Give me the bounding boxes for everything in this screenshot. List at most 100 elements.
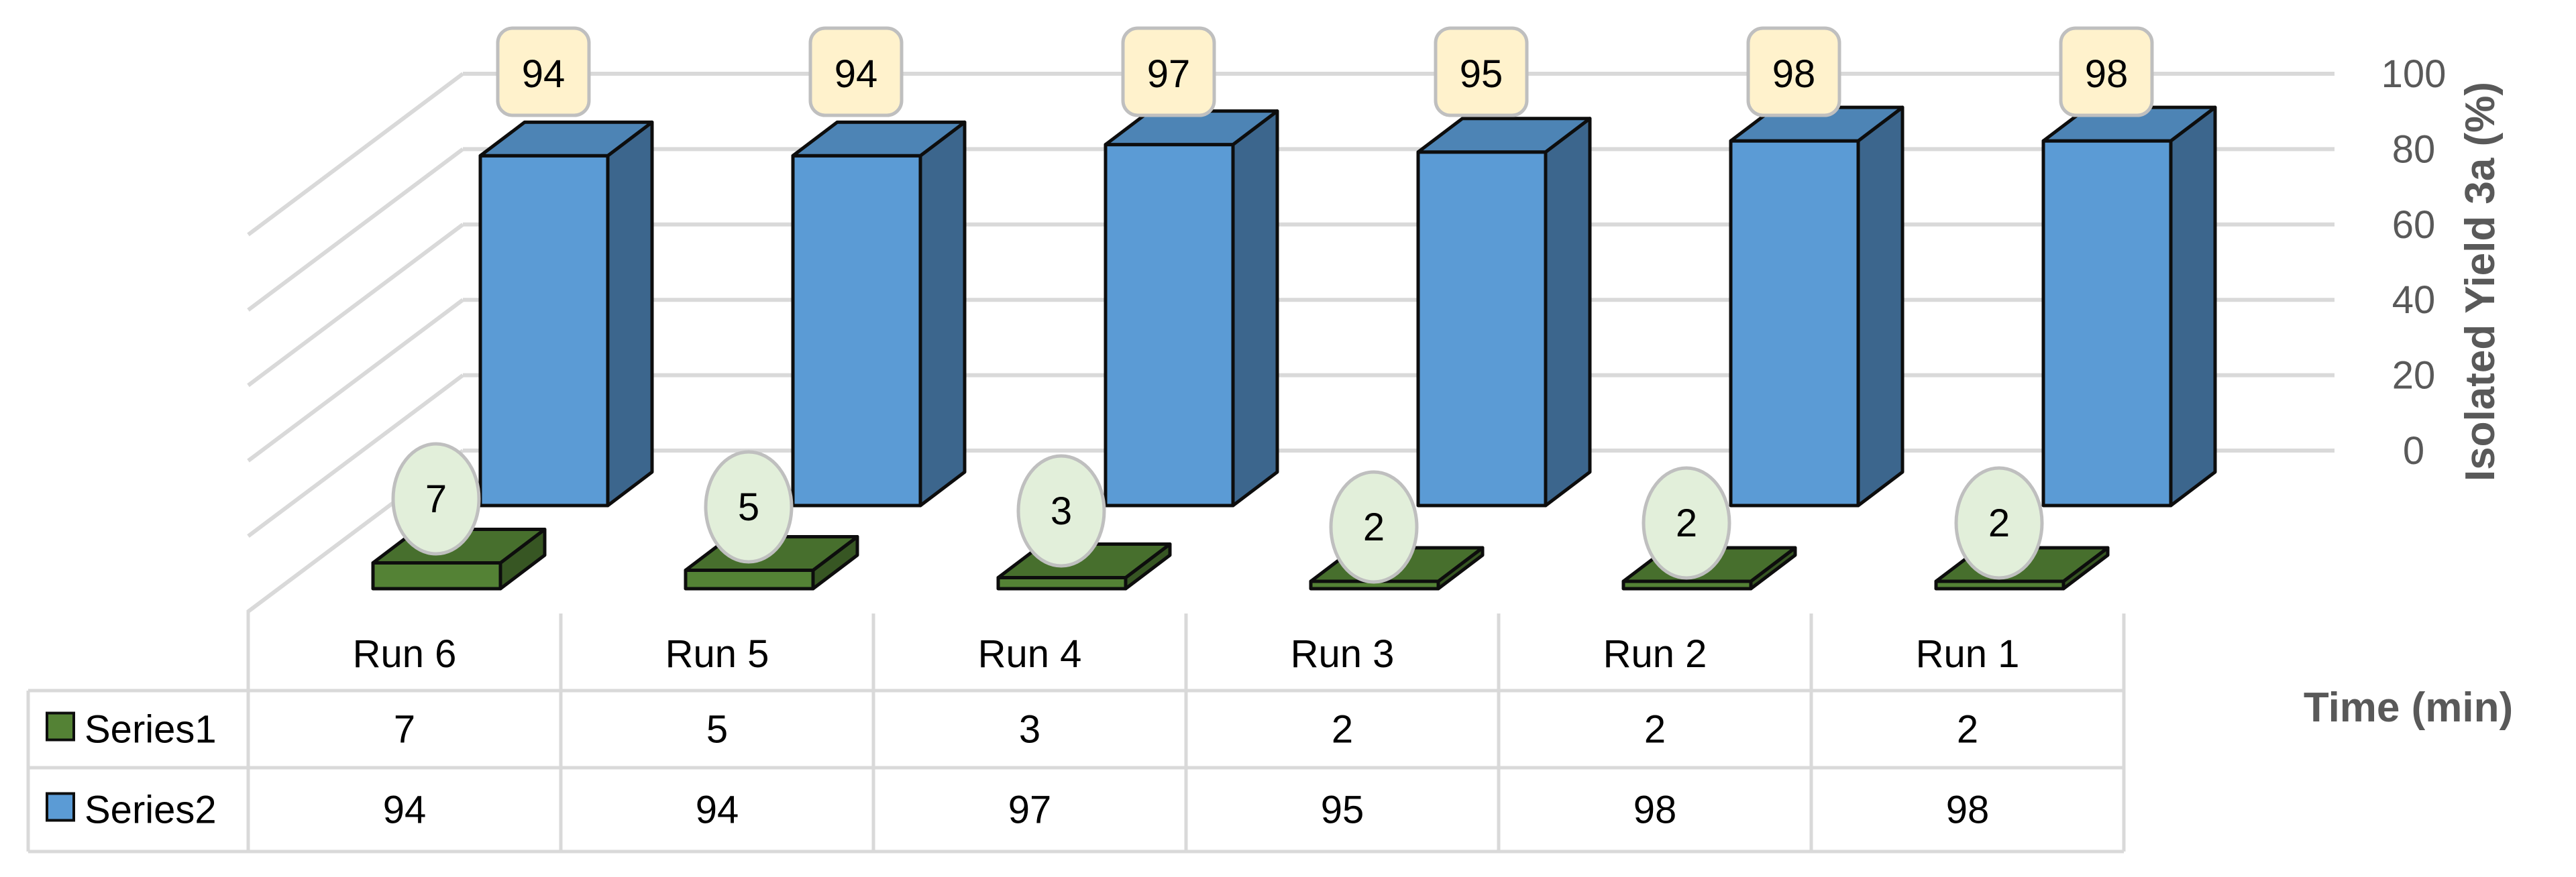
table-cell-value: 2 — [1644, 708, 1666, 752]
bar-side — [2169, 105, 2217, 508]
data-table: Run 6 Run 5 Run 4 Run 3 Run 2 Run 1 Series1 7 5 3… — [26, 613, 2126, 854]
side-wall-line — [247, 223, 464, 388]
data-label-series2: 97 — [1121, 26, 1216, 117]
data-label-text: 2 — [1363, 506, 1385, 549]
data-label-series1: 3 — [1016, 454, 1106, 568]
table-category-label: Run 6 — [353, 632, 457, 676]
bars — [371, 105, 2217, 591]
data-label-series2: 98 — [2059, 26, 2154, 117]
table-category-label: Run 1 — [1916, 632, 2020, 676]
table-category-label: Run 2 — [1603, 632, 1707, 676]
y-tick-label: 80 — [2392, 127, 2436, 171]
data-label-text: 2 — [1988, 502, 2010, 545]
side-wall-line — [247, 147, 464, 312]
bar-side — [606, 120, 654, 508]
data-label-series2: 95 — [1434, 26, 1529, 117]
bar-side — [1231, 109, 1279, 508]
data-label-ellipse — [704, 450, 794, 564]
data-label-text: 98 — [2085, 52, 2129, 96]
bar-front — [1416, 150, 1548, 508]
legend-series-name: Series1 — [85, 708, 217, 752]
y-axis-title: Isolated Yield 3a (%) — [2457, 82, 2504, 481]
bar-front — [1104, 143, 1235, 508]
data-label-text: 2 — [1676, 502, 1697, 545]
table-category-label: Run 3 — [1291, 632, 1395, 676]
x-axis-title: Time (min) — [2304, 685, 2513, 731]
data-label-text: 3 — [1051, 489, 1072, 533]
side-wall-line — [247, 298, 464, 463]
table-category-label: Run 5 — [665, 632, 769, 676]
bar-series2-2 — [791, 120, 967, 508]
side-wall-line — [247, 72, 464, 237]
table-cell-value: 97 — [1008, 788, 1052, 832]
bar-series2-4 — [1416, 117, 1592, 508]
bar-top — [1416, 117, 1592, 154]
data-label-series2: 94 — [496, 26, 591, 117]
data-label-series1: 7 — [391, 442, 481, 556]
side-wall-line — [247, 373, 464, 538]
table-cell-value: 3 — [1019, 708, 1040, 752]
data-label-text: 98 — [1772, 52, 1816, 96]
data-label-text: 97 — [1147, 52, 1191, 96]
table-category-label: Run 4 — [978, 632, 1082, 676]
data-label-series2: 98 — [1746, 26, 1841, 117]
bar-top — [478, 120, 654, 158]
data-label-series1: 2 — [1329, 470, 1419, 584]
bar-series2-5 — [1729, 105, 1904, 508]
bar-series2-3 — [1104, 109, 1279, 508]
y-tick-label: 20 — [2392, 354, 2436, 398]
bar-front — [684, 569, 815, 591]
table-cell-value: 2 — [1332, 708, 1353, 752]
data-label-ellipse — [1642, 466, 1731, 580]
table-cell-value: 98 — [1946, 788, 1990, 832]
legend-key-swatch — [46, 711, 75, 742]
bar-series2-6 — [2041, 105, 2217, 508]
chart-walls — [246, 72, 464, 850]
y-tick-label: 100 — [2381, 52, 2447, 96]
bar-side — [1856, 105, 1904, 508]
data-label-box — [2059, 26, 2154, 117]
y-tick-label: 60 — [2392, 203, 2436, 247]
table-cell-value: 98 — [1633, 788, 1677, 832]
y-tick-label: 40 — [2392, 278, 2436, 322]
data-label-series1: 5 — [704, 450, 794, 564]
data-label-ellipse — [391, 442, 481, 556]
data-label-text: 5 — [738, 485, 759, 529]
table-cell-value: 95 — [1321, 788, 1364, 832]
data-label-box — [1121, 26, 1216, 117]
table-cell-value: 94 — [383, 788, 427, 832]
data-label-text: 7 — [425, 477, 447, 521]
bar-front — [478, 154, 610, 508]
table-cell-value: 94 — [696, 788, 739, 832]
data-labels: 94 94 97 95 98 98 7 5 3 2 2 2 — [391, 26, 2154, 584]
data-label-text: 95 — [1460, 52, 1503, 96]
gridlines — [463, 72, 2334, 453]
data-label-series2: 94 — [808, 26, 904, 117]
bar-front — [791, 154, 922, 508]
bar-side — [918, 120, 967, 508]
data-label-box — [808, 26, 904, 117]
bar-top — [1104, 109, 1279, 147]
data-label-series1: 2 — [1954, 466, 2044, 580]
data-label-text: 94 — [835, 52, 878, 96]
bar-side — [1544, 117, 1592, 508]
data-label-text: 94 — [522, 52, 566, 96]
bar-front — [1729, 139, 1860, 508]
data-label-series1: 2 — [1642, 466, 1731, 580]
data-label-ellipse — [1016, 454, 1106, 568]
bar-front — [2041, 139, 2173, 508]
data-label-box — [1434, 26, 1529, 117]
data-label-ellipse — [1329, 470, 1419, 584]
table-cell-value: 2 — [1957, 708, 1978, 752]
data-label-ellipse — [1954, 466, 2044, 580]
table-cell-value: 7 — [394, 708, 415, 752]
y-tick-label: 0 — [2403, 429, 2424, 473]
bar-front — [371, 561, 502, 591]
table-cell-value: 5 — [706, 708, 728, 752]
legend-key-swatch — [46, 792, 75, 822]
legend-series-name: Series2 — [85, 788, 217, 832]
bar-top — [791, 120, 967, 158]
data-label-box — [1746, 26, 1841, 117]
